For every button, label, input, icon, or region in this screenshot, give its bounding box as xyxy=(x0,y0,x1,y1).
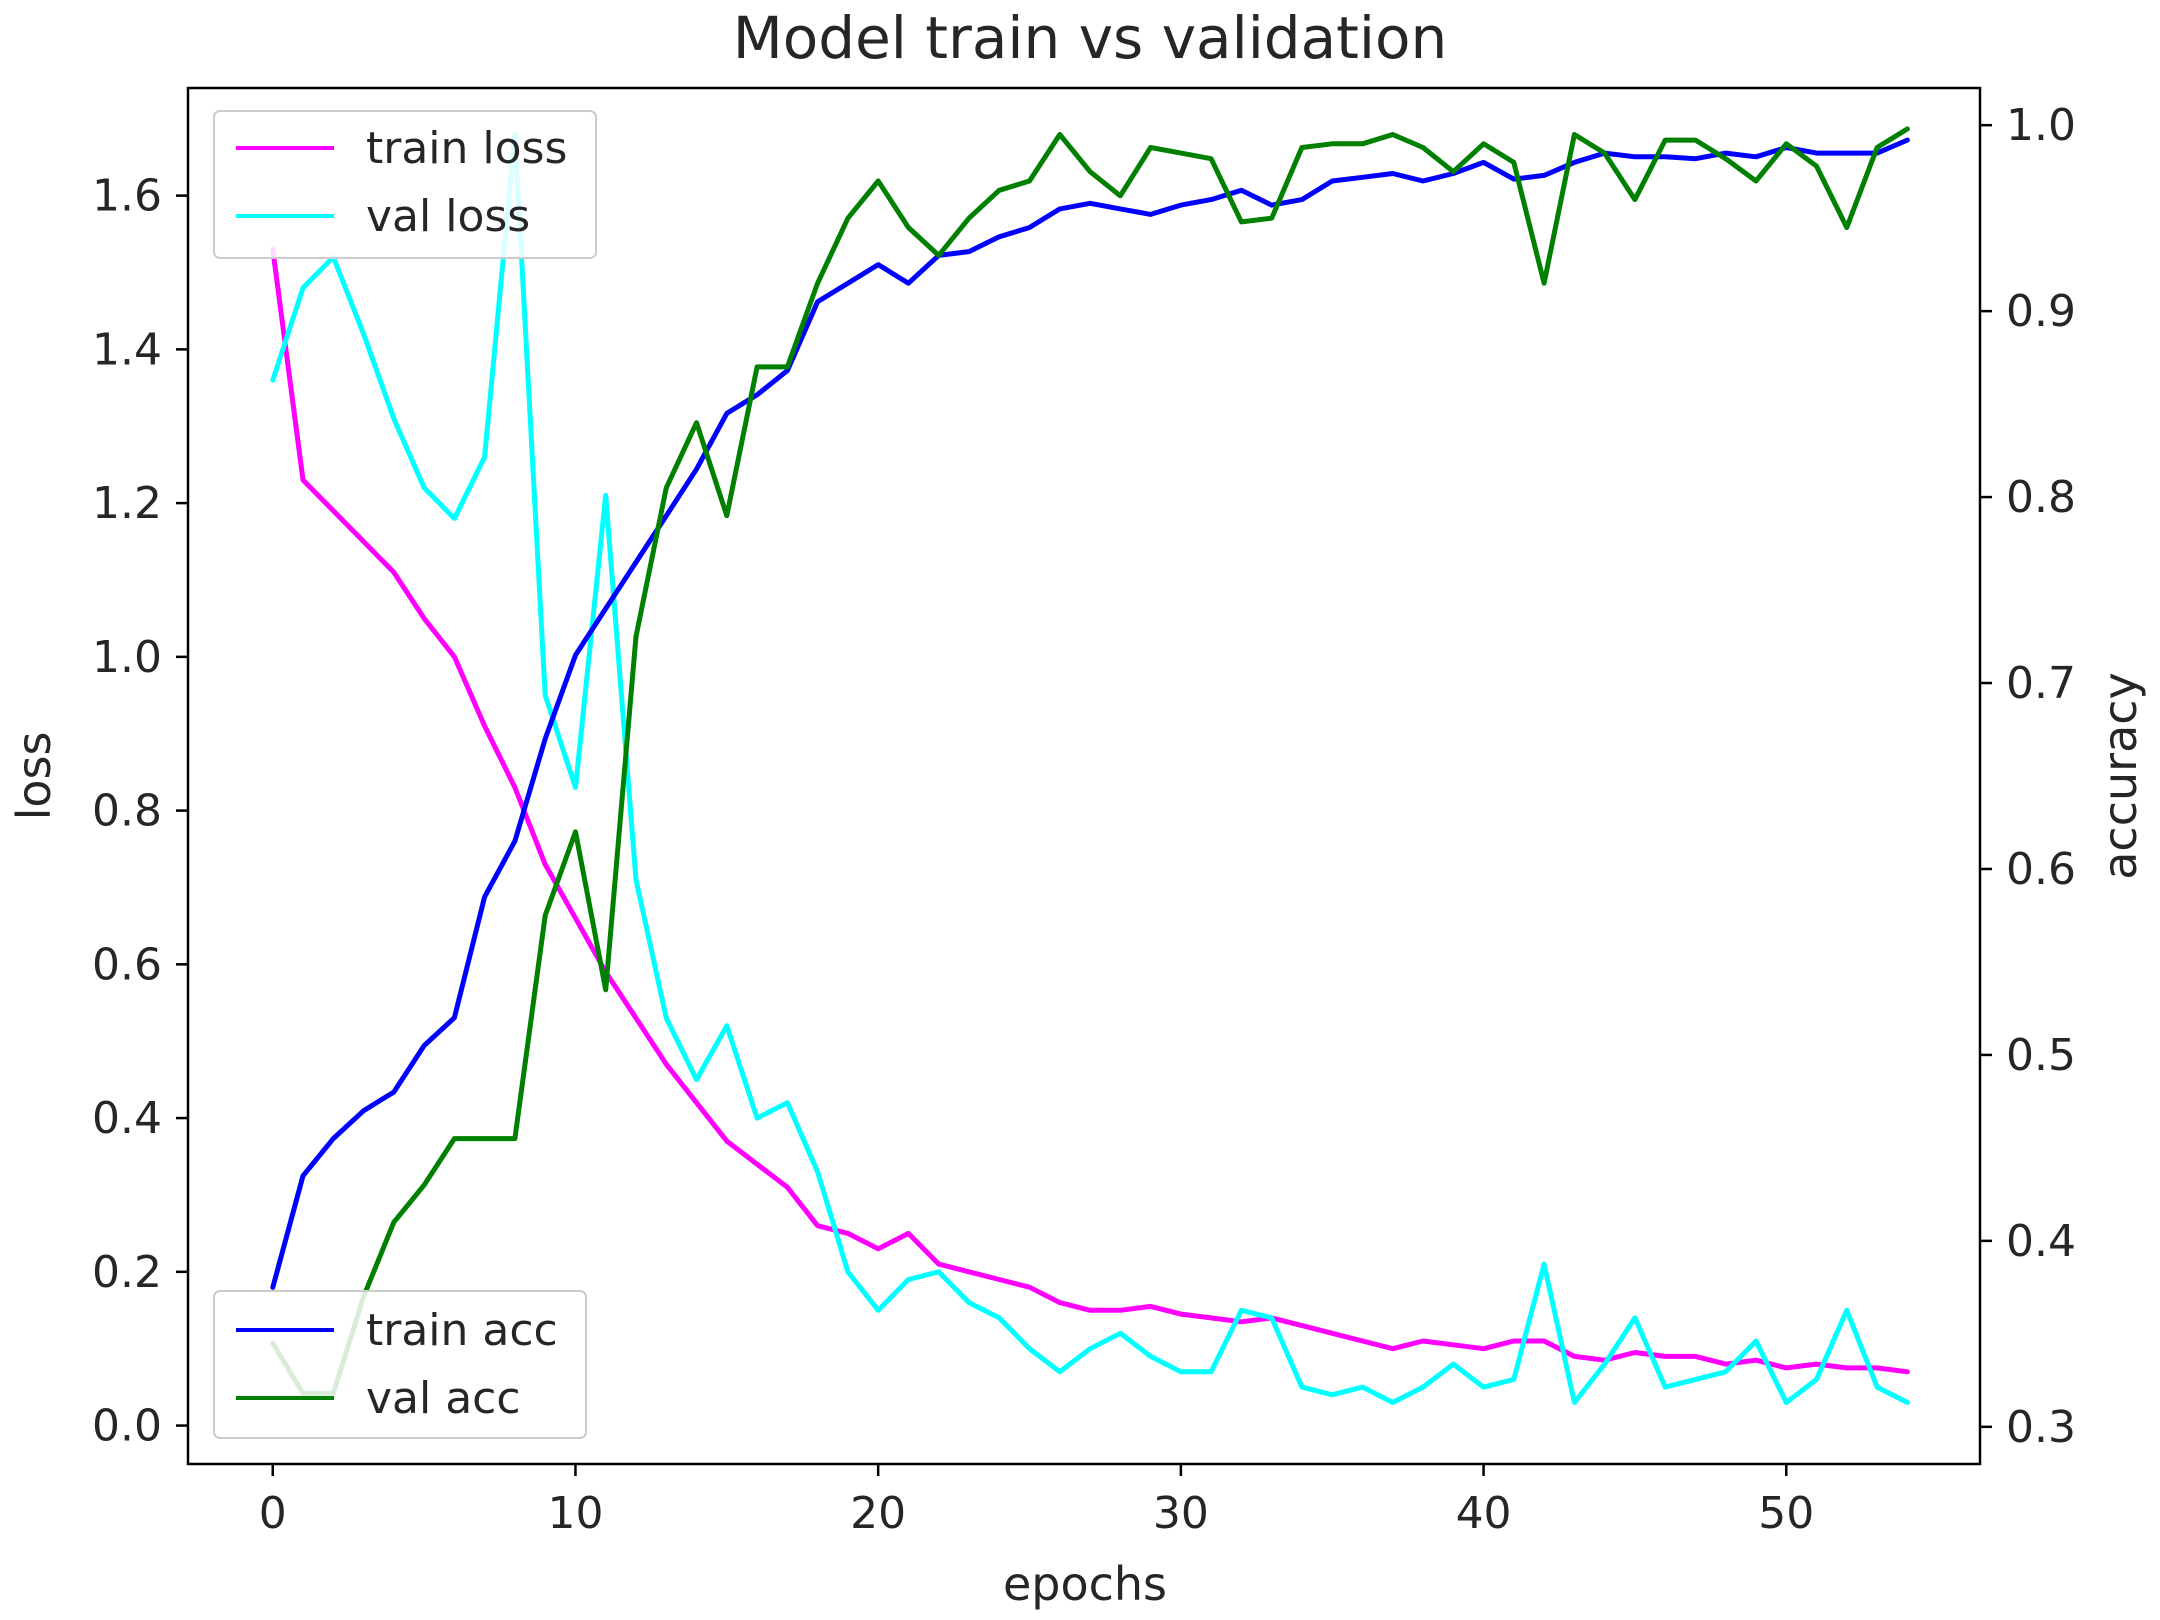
y-left-tick-label: 0.2 xyxy=(92,1247,162,1298)
x-tick-label: 40 xyxy=(1456,1488,1512,1539)
y-axis-right-label: accuracy xyxy=(2093,672,2147,880)
y-right-tick-label: 0.5 xyxy=(2006,1030,2076,1081)
y-left-tick-label: 1.4 xyxy=(92,324,162,375)
y-left-tick-label: 1.6 xyxy=(92,171,162,222)
y-left-tick-label: 0.0 xyxy=(92,1401,162,1452)
y-axis-left-label: loss xyxy=(7,732,61,821)
y-axis-left-ticks: 0.0 0.2 0.4 0.6 0.8 1.0 1.2 1.4 1.6 xyxy=(92,171,188,1452)
y-left-tick-label: 0.6 xyxy=(92,939,162,990)
y-left-tick-label: 0.8 xyxy=(92,786,162,837)
y-left-tick-label: 0.4 xyxy=(92,1093,162,1144)
y-right-tick-label: 0.4 xyxy=(2006,1216,2076,1267)
y-axis-right-ticks: 0.3 0.4 0.5 0.6 0.7 0.8 0.9 1.0 xyxy=(1980,100,2076,1453)
x-tick-label: 0 xyxy=(259,1488,287,1539)
x-tick-label: 10 xyxy=(547,1488,603,1539)
x-axis-ticks: 0 10 20 30 40 50 xyxy=(259,1464,1814,1539)
plot-frame xyxy=(186,86,1982,1466)
legend-acc: train acc val acc xyxy=(213,1290,587,1439)
series-layer xyxy=(270,126,1910,1405)
legend-label-train-acc: train acc xyxy=(366,1305,558,1356)
series-line-train-loss xyxy=(270,246,1910,1375)
y-right-tick-label: 1.0 xyxy=(2006,100,2076,151)
y-right-tick-label: 0.3 xyxy=(2006,1402,2076,1453)
x-axis-label: epochs xyxy=(1003,1557,1167,1611)
y-left-tick-label: 1.2 xyxy=(92,478,162,529)
series-line-train-acc xyxy=(270,137,1910,1290)
y-right-tick-label: 0.6 xyxy=(2006,844,2076,895)
legend-acc-box xyxy=(213,1290,587,1439)
y-right-tick-label: 0.9 xyxy=(2006,286,2076,337)
x-tick-label: 20 xyxy=(850,1488,906,1539)
x-tick-label: 50 xyxy=(1758,1488,1814,1539)
chart-title: Model train vs validation xyxy=(733,4,1448,72)
y-right-tick-label: 0.7 xyxy=(2006,658,2076,709)
legend-label-val-acc: val acc xyxy=(366,1373,521,1424)
legend-loss: train loss val loss xyxy=(213,110,597,259)
x-tick-label: 30 xyxy=(1153,1488,1209,1539)
series-line-val-loss xyxy=(270,131,1910,1405)
y-right-tick-label: 0.8 xyxy=(2006,472,2076,523)
series-line-val-acc xyxy=(270,126,1910,1396)
legend-label-train-loss: train loss xyxy=(366,123,567,174)
legend-label-val-loss: val loss xyxy=(366,191,530,242)
y-left-tick-label: 1.0 xyxy=(92,632,162,683)
